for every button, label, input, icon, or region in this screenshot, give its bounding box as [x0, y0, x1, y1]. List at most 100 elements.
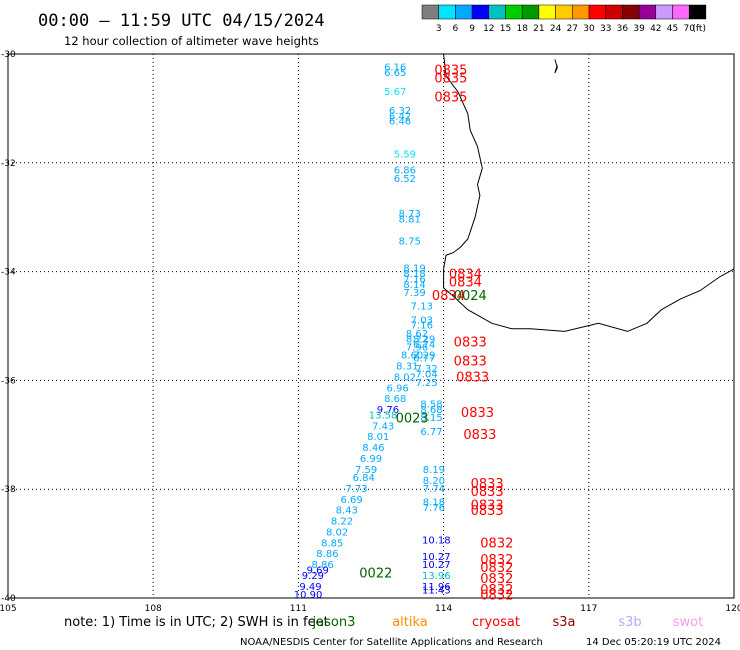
colorbar-swatch — [505, 4, 523, 20]
colorbar-tick-label: 27 — [567, 24, 578, 34]
swh-value-label: 8.31 — [396, 362, 418, 373]
satellite-legend-item: s3a — [552, 615, 575, 630]
swh-value-label: 8.60 — [401, 351, 423, 362]
swh-value-label: 9.69 — [307, 566, 329, 577]
swh-value-label: 10.27 — [422, 560, 451, 571]
swh-value-label: 7.73 — [345, 484, 367, 495]
colorbar-tick-label: 42 — [650, 24, 661, 34]
colorbar-swatch — [538, 4, 556, 20]
swh-value-label: 5.59 — [394, 149, 416, 160]
swh-value-label: 6.96 — [386, 383, 408, 394]
colorbar-swatch — [672, 4, 690, 20]
colorbar-swatch — [688, 4, 707, 20]
swh-value-label: 8.68 — [384, 394, 406, 405]
colorbar-tick-label: 36 — [617, 24, 629, 34]
swh-value-label: 11.96 — [422, 582, 451, 593]
colorbar-tick-label: 39 — [633, 24, 645, 34]
swh-value-label: 8.86 — [311, 560, 333, 571]
pass-time-label: 0833 — [471, 504, 504, 519]
pass-time-label: 0833 — [463, 428, 496, 443]
y-tick-label: -30 — [1, 50, 16, 60]
pass-time-label: 0832 — [480, 583, 513, 598]
colorbar-swatch — [471, 4, 490, 20]
swh-value-label: 7.29 — [413, 351, 435, 362]
pass-time-label: 0022 — [359, 567, 392, 582]
swh-value-label: 8.02 — [326, 527, 348, 538]
swh-value-label: 7.59 — [355, 465, 377, 476]
map-gridlines — [8, 54, 734, 598]
colorbar-tick-label: 3 — [436, 24, 442, 34]
swh-value-label: 6.99 — [360, 454, 382, 465]
pass-time-label: 0835 — [434, 63, 467, 78]
swh-value-label: 8.29 — [413, 334, 435, 345]
swh-value-label: 6.52 — [394, 174, 416, 185]
swh-value-label: 6.77 — [413, 353, 435, 364]
chart-title: 00:00 — 11:59 UTC 04/15/2024 — [38, 11, 325, 31]
colorbar-swatch — [438, 4, 456, 20]
swh-value-label: 7.16 — [411, 321, 433, 332]
swh-value-label: 6.77 — [420, 427, 442, 438]
pass-time-label: 0834 — [432, 289, 465, 304]
colorbar-tick-label: 30 — [583, 24, 595, 34]
x-tick-label: 117 — [580, 604, 597, 614]
pass-time-label: 0834 — [449, 267, 482, 282]
swh-value-label: 7.43 — [372, 421, 394, 432]
colorbar-swatch — [605, 4, 623, 20]
swh-value-label: 7.16 — [403, 274, 425, 285]
swh-value-label: 8.68 — [420, 405, 442, 416]
x-tick-label: 108 — [145, 604, 162, 614]
pass-time-label: 0024 — [454, 289, 487, 304]
pass-time-label: 0833 — [471, 499, 504, 514]
swh-value-label: 8.73 — [399, 209, 421, 220]
swh-value-label: 6.46 — [389, 117, 411, 128]
swh-value-label: 8.19 — [403, 264, 425, 275]
pass-time-labels: 0835083508350834083408340024083308330833… — [359, 63, 513, 603]
swh-value-label: 8.58 — [420, 400, 442, 411]
swh-value-label: 7.03 — [411, 315, 433, 326]
swh-value-label: 13.96 — [422, 571, 451, 582]
pass-time-label: 0835 — [434, 91, 467, 106]
swh-value-label: 13.58 — [369, 410, 398, 421]
swh-value-label: 8.14 — [403, 280, 425, 291]
y-tick-label: -34 — [1, 268, 16, 278]
colorbar-legend: 3 6 9 12 15 18 21 24 27 30 33 36 39 42 45 70(ft) — [421, 4, 707, 34]
swh-value-label: 6.86 — [394, 166, 416, 177]
swh-value-label: 5.67 — [384, 87, 406, 98]
swh-value-label: 8.75 — [399, 236, 421, 247]
swh-value-label: 8.22 — [331, 517, 353, 528]
swh-value-label: 8.19 — [423, 465, 445, 476]
colorbar-swatch — [638, 4, 657, 20]
pass-time-label: 0833 — [454, 354, 487, 369]
colorbar-unit: (ft) — [692, 24, 706, 34]
swh-value-label: 7.96 — [406, 342, 428, 353]
x-tick-label: 105 — [0, 604, 17, 614]
swh-value-label: 11.43 — [422, 586, 451, 597]
pass-time-label: 0835 — [434, 71, 467, 86]
swh-value-label: 8.85 — [321, 538, 343, 549]
swh-value-label: 8.01 — [367, 432, 389, 443]
swh-value-label: 8.18 — [423, 498, 445, 509]
colorbar-tick-label: 12 — [483, 24, 494, 34]
pass-time-label: 0832 — [480, 572, 513, 587]
map-ticklabels: 105 108 111 114 117 120 -30 -32 -34 -36 -38 -40 — [0, 50, 740, 614]
footer-timestamp: 14 Dec 05:20:19 UTC 2024 — [586, 637, 721, 648]
swh-value-label: 6.42 — [389, 111, 411, 122]
x-tick-label: 114 — [435, 604, 452, 614]
swh-value-label: 8.20 — [423, 476, 445, 487]
colorbar-tick-label: 18 — [516, 24, 528, 34]
colorbar-tick-label: 33 — [600, 24, 611, 34]
colorbar-swatch — [622, 4, 640, 20]
colorbar-swatch — [555, 4, 573, 20]
swh-value-label: 8.43 — [336, 506, 358, 517]
x-tick-label: 111 — [290, 604, 307, 614]
pass-time-label: 0023 — [396, 411, 429, 426]
y-tick-label: -36 — [1, 376, 16, 386]
coastline — [443, 53, 735, 332]
colorbar-tick-label: 70 — [683, 24, 695, 34]
colorbar-swatch — [572, 4, 590, 20]
island-outline — [554, 59, 558, 74]
colorbar-tick-label: 9 — [469, 24, 475, 34]
colorbar-swatch — [421, 4, 439, 20]
pass-time-label: 0833 — [471, 477, 504, 492]
pass-time-label: 0833 — [454, 335, 487, 350]
